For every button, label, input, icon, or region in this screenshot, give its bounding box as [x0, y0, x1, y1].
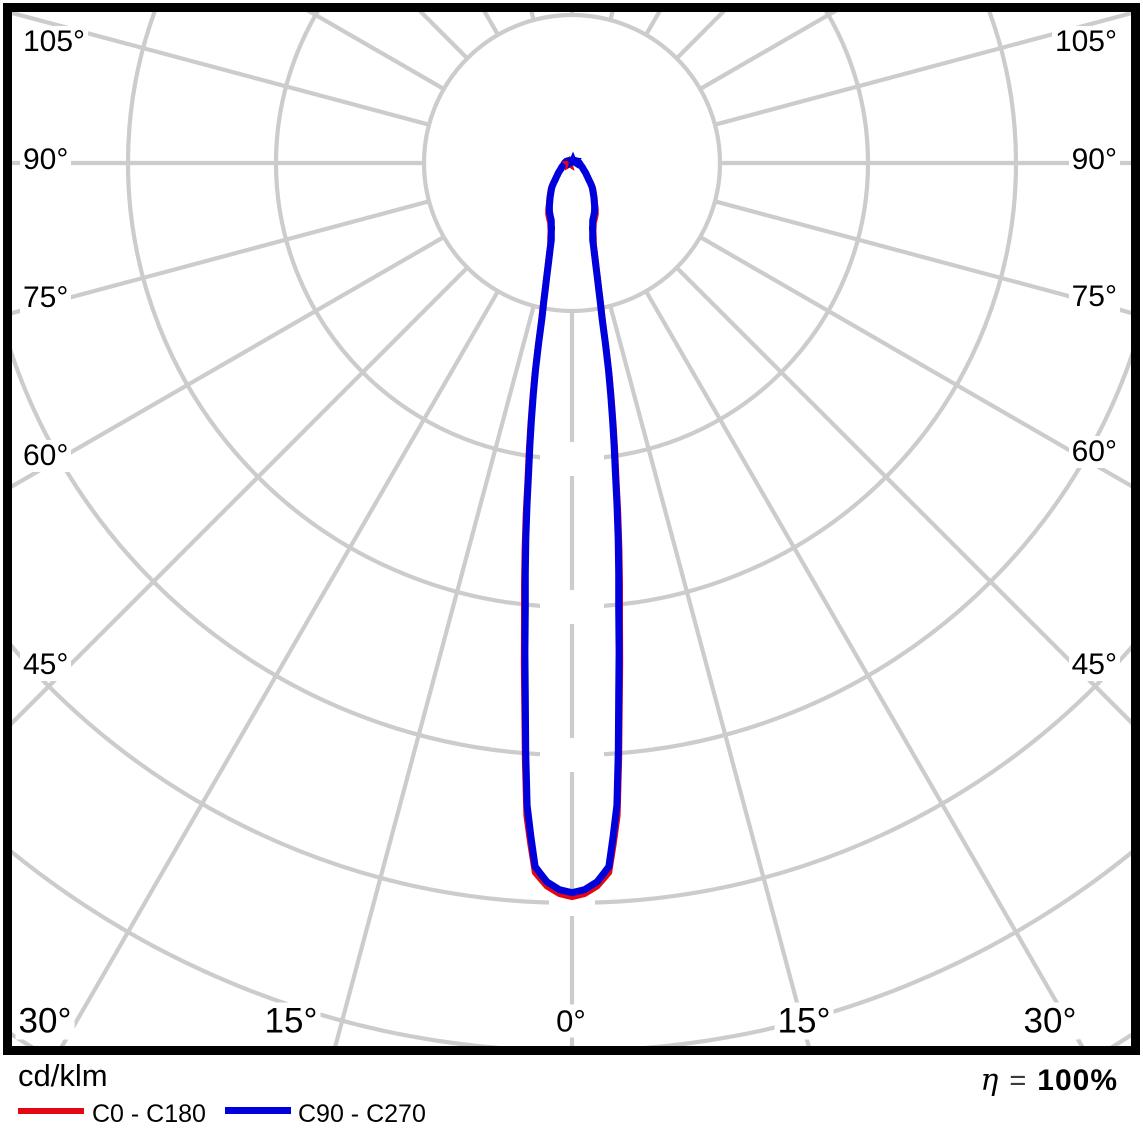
- grid-spoke-315: [12, 266, 469, 726]
- angle-label-left-105deg: 105°: [20, 26, 89, 58]
- angle-label-left-75deg: 75°: [20, 282, 72, 314]
- angle-label-right-45deg: 45°: [1068, 649, 1120, 681]
- angle-label-bottom-1-15deg: 15°: [261, 1002, 321, 1040]
- grid-spoke-15: [608, 305, 811, 1046]
- angle-label-right-60deg: 60°: [1068, 436, 1120, 468]
- eta-value: 100%: [1037, 1064, 1118, 1097]
- grid-spoke-300: [12, 235, 445, 489]
- angle-label-right-105deg: 105°: [1051, 26, 1120, 58]
- ring-value-label-mask-1: [540, 590, 604, 624]
- angle-label-right-90deg: 90°: [1068, 144, 1120, 176]
- grid-spoke-330: [59, 290, 500, 1046]
- legend-label-c0-c180: C0 - C180: [92, 1100, 206, 1128]
- ring-value-label-mask-0: [540, 442, 604, 476]
- angle-label-bottom-4-30deg: 30°: [1020, 1002, 1080, 1040]
- legend-swatch-c90-c270: [225, 1107, 291, 1114]
- unit-label: cd/klm: [18, 1058, 108, 1093]
- grid-spoke-345: [333, 305, 536, 1046]
- angle-label-bottom-3-15deg: 15°: [774, 1002, 834, 1040]
- ring-value-label-mask-2: [540, 738, 604, 772]
- angle-label-right-75deg: 75°: [1068, 281, 1120, 313]
- grid-spoke-45: [675, 266, 1131, 725]
- grid-spoke-30: [644, 290, 1085, 1046]
- grid-spoke-285: [12, 199, 430, 316]
- eta-equals: =: [1009, 1065, 1027, 1097]
- grid-spoke-60: [699, 235, 1131, 489]
- legend-swatch-c0-c180: [18, 1108, 84, 1114]
- eta-symbol: η: [980, 1063, 999, 1098]
- star-marker-c90: [564, 151, 582, 169]
- angle-label-bottom-2-0deg: 0°: [553, 1004, 589, 1038]
- angle-label-left-90deg: 90°: [20, 144, 72, 176]
- angle-label-left-45deg: 45°: [20, 649, 72, 681]
- legend-label-c90-c270: C90 - C270: [298, 1100, 426, 1128]
- chart-border: [3, 3, 1140, 1055]
- efficiency-readout: η = 100%: [980, 1063, 1118, 1098]
- grid-spoke-105: [714, 12, 1131, 127]
- grid-spoke-255: [12, 12, 430, 127]
- angle-label-left-60deg: 60°: [20, 440, 72, 472]
- grid-spoke-75: [714, 199, 1131, 315]
- angle-label-bottom-0-30deg: 30°: [15, 1002, 75, 1040]
